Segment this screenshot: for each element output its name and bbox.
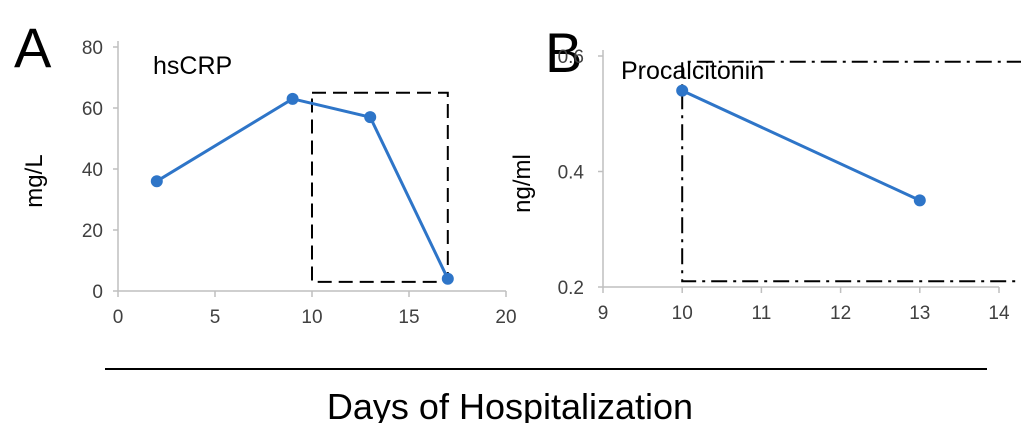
y-tick-label: 0.4 xyxy=(558,163,585,184)
data-point xyxy=(913,194,926,207)
panel-label: A xyxy=(14,16,52,79)
y-tick-label: 20 xyxy=(82,221,103,242)
x-tick-label: 0 xyxy=(113,307,124,328)
panel-label: B xyxy=(545,21,582,84)
x-tick-label: 5 xyxy=(210,307,221,328)
x-tick-label: 15 xyxy=(398,307,419,328)
series-line xyxy=(156,97,450,280)
series-line xyxy=(681,89,921,202)
x-tick-label: 10 xyxy=(672,303,693,324)
x-tick-label: 9 xyxy=(598,303,609,324)
y-axis-label: ng/ml xyxy=(509,154,536,213)
y-tick-label: 80 xyxy=(82,38,103,59)
y-tick-label: 0.2 xyxy=(558,278,584,299)
y-tick-label: 0 xyxy=(92,282,103,303)
highlight-box xyxy=(311,91,449,283)
data-point xyxy=(676,84,689,97)
y-axis-label: mg/L xyxy=(21,154,48,207)
shared-x-axis-label: Days of Hospitalization xyxy=(327,386,693,423)
x-tick-label: 13 xyxy=(909,303,930,324)
data-point xyxy=(150,175,163,188)
x-tick-label: 12 xyxy=(830,303,851,324)
x-tick-label: 10 xyxy=(301,307,322,328)
highlight-box xyxy=(681,60,1021,283)
data-point xyxy=(441,272,454,285)
y-tick-label: 60 xyxy=(82,99,103,120)
x-tick-label: 11 xyxy=(752,303,772,324)
chart-title: hsCRP xyxy=(153,52,232,80)
y-tick-label: 40 xyxy=(82,160,103,181)
x-tick-label: 20 xyxy=(495,307,516,328)
x-tick-label: 14 xyxy=(988,303,1010,324)
data-point xyxy=(364,111,377,124)
y-tick-label: 0.6 xyxy=(558,47,584,68)
data-point xyxy=(286,92,299,105)
